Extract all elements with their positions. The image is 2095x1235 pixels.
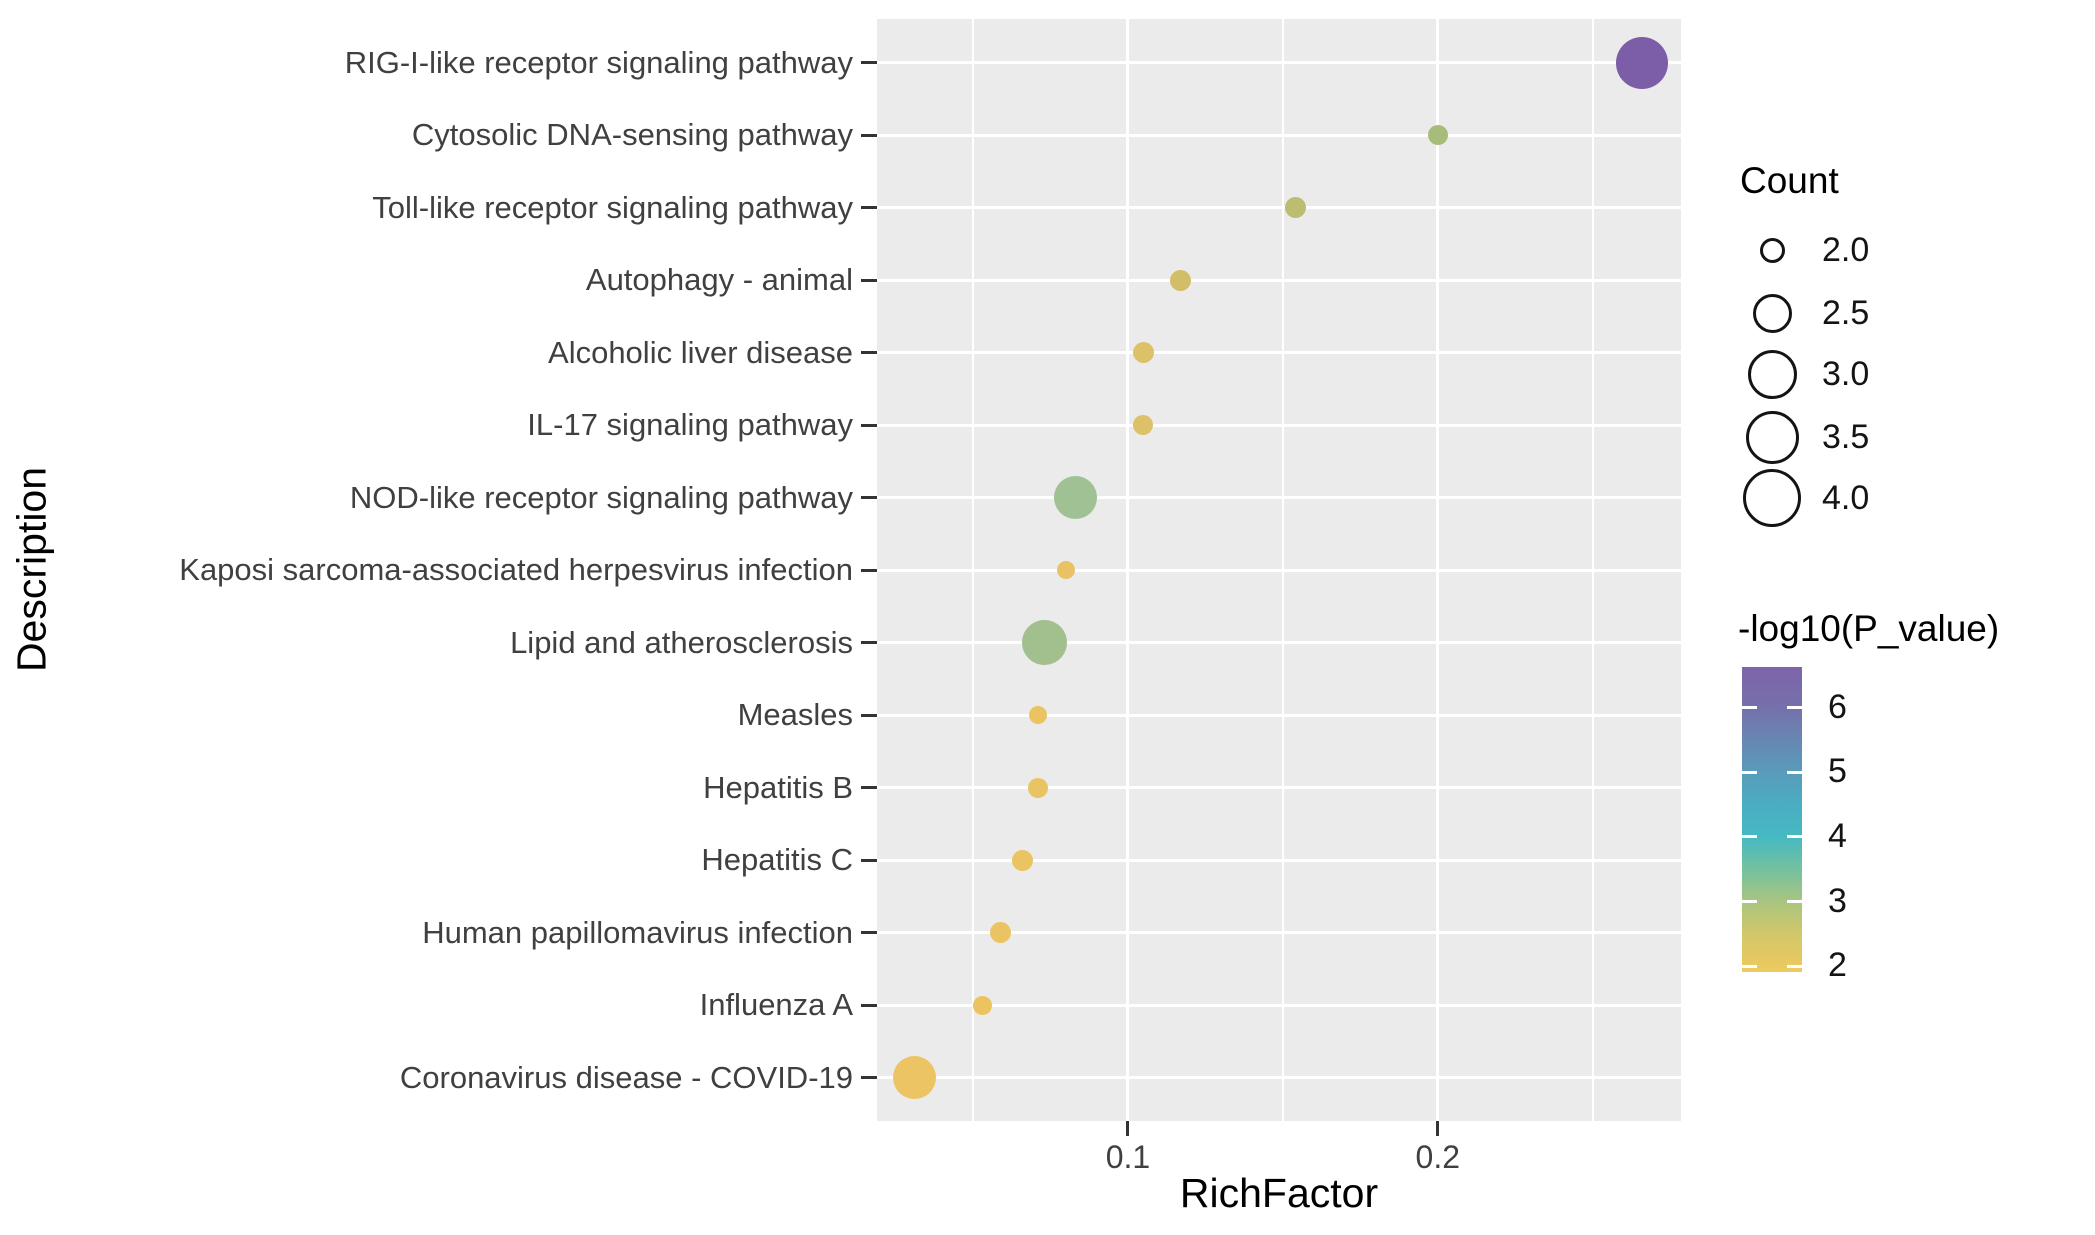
count-legend-label: 2.0 [1822,231,1870,269]
y-tick-label: Influenza A [699,987,853,1022]
count-legend-circle [1743,469,1801,527]
colorbar-gradient [1742,667,1802,972]
y-tick-mark [861,568,877,572]
y-tick-mark [861,1003,877,1007]
color-legend-title: -log10(P_value) [1738,608,2000,649]
gridline-y [877,786,1681,789]
gridline-y [877,423,1681,427]
gridline-y [877,713,1681,717]
colorbar-tick-label: 2 [1828,946,1847,985]
chart-panel [877,19,1681,1121]
gridline-y [877,133,1681,137]
y-tick-label: Kaposi sarcoma-associated herpesvirus in… [179,552,853,587]
count-legend-circle [1752,293,1792,333]
y-tick-mark [861,278,877,282]
gridline-y [877,1003,1681,1007]
y-tick-label: Human papillomavirus infection [422,914,853,950]
y-tick-label: Hepatitis C [701,842,853,877]
x-tick-mark [1436,1121,1440,1136]
y-tick-label: Measles [737,697,853,732]
count-legend-label: 3.0 [1822,355,1870,393]
gridline-y [877,568,1681,572]
data-point [1012,849,1034,871]
y-tick-label: Lipid and atherosclerosis [510,624,853,660]
y-tick-label: RIG-I-like receptor signaling pathway [344,44,853,80]
colorbar-tick-mark [1787,900,1802,904]
data-point [1132,342,1154,363]
colorbar-tick-label: 5 [1828,752,1847,791]
y-tick-mark [861,133,877,137]
colorbar-tick-mark [1742,964,1757,968]
colorbar-tick-label: 4 [1828,816,1847,855]
count-legend-title: Count [1740,160,1839,201]
y-tick-label: IL-17 signaling pathway [527,407,853,442]
y-tick-label: Cytosolic DNA-sensing pathway [411,117,853,152]
gridline-y [877,931,1681,934]
data-point [1616,36,1669,89]
y-tick-mark [861,496,877,499]
data-point [892,1056,936,1099]
y-tick-mark [861,713,877,717]
data-point [1053,476,1097,519]
gridline-y [877,496,1681,499]
gridline-y [877,858,1681,862]
colorbar-tick-mark [1742,835,1757,839]
colorbar-tick-mark [1742,900,1757,904]
x-tick-mark [1126,1121,1130,1136]
colorbar-tick-label: 6 [1828,687,1847,726]
data-point [1056,561,1075,579]
gridline-y [877,641,1681,644]
y-tick-mark [861,206,877,209]
data-point [1028,777,1049,798]
y-tick-label: Alcoholic liver disease [548,334,853,370]
y-tick-mark [861,351,877,354]
y-tick-label: Toll-like receptor signaling pathway [372,189,853,225]
count-legend-label: 2.5 [1822,294,1870,332]
data-point [1029,706,1048,724]
y-tick-mark [861,786,877,789]
count-legend-circle [1759,237,1785,263]
count-legend-label: 4.0 [1822,479,1870,517]
data-point [990,922,1012,943]
y-tick-label: Hepatitis B [703,769,853,805]
colorbar-tick-mark [1742,706,1757,710]
colorbar-tick-mark [1787,706,1802,710]
y-tick-label: Coronavirus disease - COVID-19 [399,1059,853,1095]
count-legend-label: 3.5 [1822,418,1870,456]
y-tick-label: Autophagy - animal [585,262,853,297]
gridline-y [877,206,1681,209]
data-point [1170,269,1192,291]
data-point [1021,620,1067,665]
gridline-y [877,1076,1681,1079]
colorbar-tick-mark [1787,835,1802,839]
y-tick-mark [861,1076,877,1079]
y-tick-mark [861,61,877,64]
x-axis-title: RichFactor [1179,1170,1379,1216]
y-axis-title: Description [8,466,55,673]
y-tick-mark [861,641,877,644]
count-legend-circle [1745,410,1799,464]
data-point [1133,415,1154,435]
gridline-y [877,351,1681,354]
gridline-y [877,278,1681,282]
colorbar-tick-mark [1742,770,1757,774]
x-tick-label: 0.2 [1415,1139,1461,1175]
colorbar-tick-mark [1787,964,1802,968]
data-point [1427,125,1448,145]
count-legend-circle [1747,349,1797,399]
y-tick-mark [861,423,877,427]
colorbar-tick-label: 3 [1828,881,1847,920]
gridline-y [877,61,1681,64]
y-tick-mark [861,858,877,862]
colorbar-tick-mark [1787,770,1802,774]
y-tick-label: NOD-like receptor signaling pathway [349,479,853,515]
data-point [1284,197,1306,218]
data-point [972,995,992,1015]
y-tick-mark [861,931,877,934]
x-tick-label: 0.1 [1105,1139,1151,1175]
